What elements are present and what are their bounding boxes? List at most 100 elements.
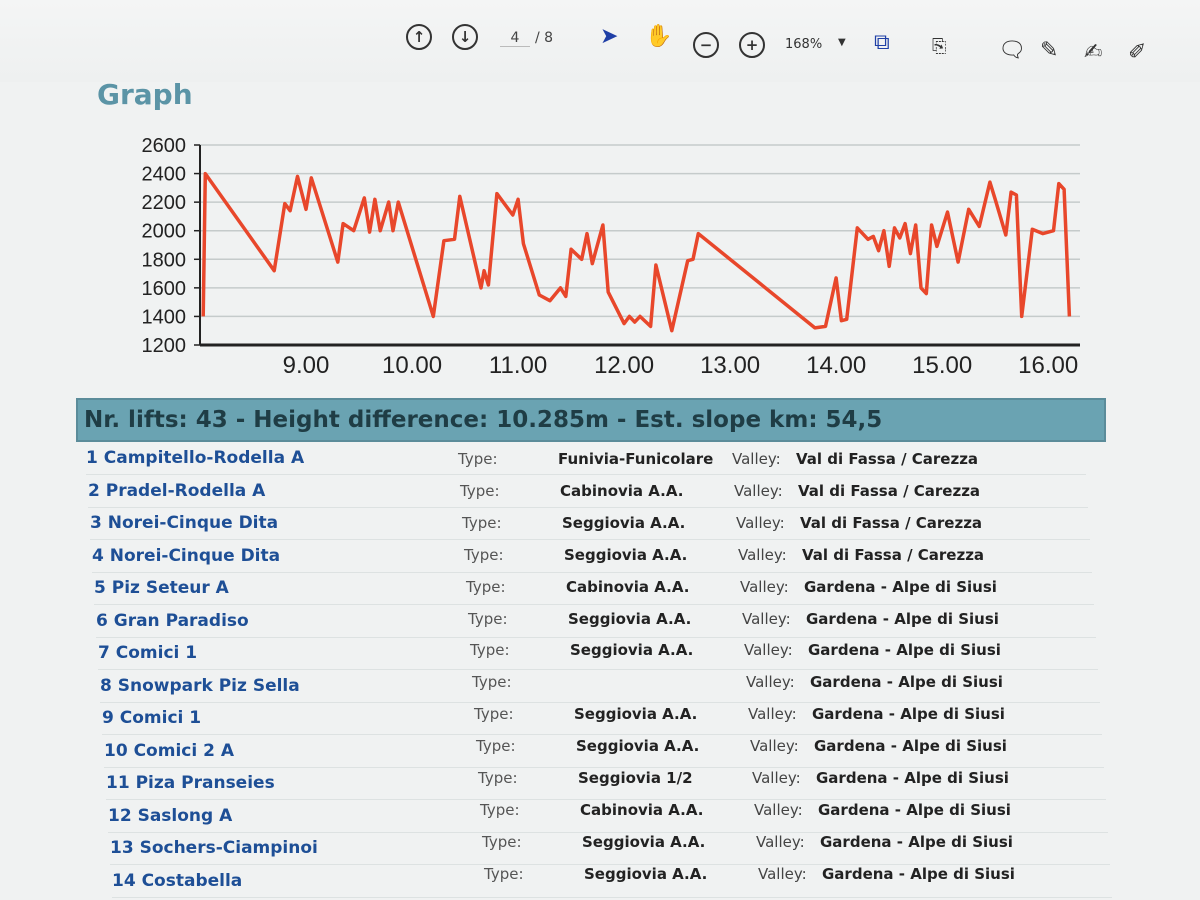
type-label: Type:	[480, 800, 520, 819]
type-value: Cabinovia A.A.	[560, 481, 684, 500]
elevation-line	[201, 171, 1072, 333]
type-value: Seggiovia A.A.	[584, 864, 708, 883]
lift-name-link[interactable]: 14 Costabella	[112, 870, 243, 891]
valley-value: Gardena - Alpe di Siusi	[816, 769, 1009, 787]
y-tick-label: 2000	[142, 221, 187, 243]
lift-name-link[interactable]: 10 Comici 2 A	[104, 740, 234, 761]
lift-row: 10 Comici 2 A Type: Seggiovia A.A. Valley: G…	[104, 737, 1104, 768]
lift-row: 1 Campitello-Rodella A Type: Funivia-Funic…	[86, 444, 1086, 475]
zoom-out-icon[interactable]: −	[693, 32, 719, 58]
x-tick-label: 16.00	[1018, 352, 1078, 379]
type-label: Type:	[478, 769, 518, 787]
lift-name-link[interactable]: 8 Snowpark Piz Sella	[100, 675, 300, 696]
valley-value: Gardena - Alpe di Siusi	[818, 800, 1011, 819]
type-value: Seggiovia 1/2	[578, 769, 693, 787]
lift-name-link[interactable]: 11 Piza Pranseies	[106, 773, 275, 793]
type-label: Type:	[474, 705, 514, 724]
type-label: Type:	[470, 641, 510, 660]
type-value: Seggiovia A.A.	[562, 513, 686, 532]
valley-label: Valley:	[734, 481, 783, 500]
page-down-icon[interactable]: ↓	[452, 24, 478, 50]
elevation-chart: 2600 2400 2200 2000 1800 1600 1400 1200 9.00 10.0…	[142, 135, 1080, 379]
valley-value: Gardena - Alpe di Siusi	[810, 673, 1003, 692]
valley-value: Gardena - Alpe di Siusi	[814, 737, 1007, 756]
lift-name-link[interactable]: 6 Gran Paradiso	[96, 610, 249, 631]
lift-row: 9 Comici 1 Type: Seggiovia A.A. Valley: Gard…	[102, 704, 1102, 735]
valley-label: Valley:	[744, 641, 793, 660]
lift-row: 14 Costabella Type: Seggiovia A.A. Valley: G…	[112, 864, 1112, 898]
select-tool-icon[interactable]: ➤	[600, 24, 619, 49]
lift-row: 13 Sochers-Ciampinoi Type: Seggiovia A.A. V…	[110, 832, 1110, 865]
comment-icon[interactable]: 🗨	[998, 38, 1026, 63]
valley-label: Valley:	[750, 737, 799, 756]
zoom-in-icon[interactable]: +	[739, 32, 765, 58]
lift-name-link[interactable]: 9 Comici 1	[102, 708, 202, 728]
valley-value: Gardena - Alpe di Siusi	[822, 864, 1015, 883]
y-tick-label: 1200	[142, 335, 187, 357]
valley-value: Val di Fassa / Carezza	[800, 513, 983, 532]
type-value: Seggiovia A.A.	[568, 609, 692, 628]
valley-label: Valley:	[736, 513, 785, 532]
valley-label: Valley:	[752, 769, 801, 787]
lift-name-link[interactable]: 12 Saslong A	[108, 805, 233, 826]
y-tick-label: 1400	[142, 306, 187, 328]
lift-row: 5 Piz Seteur A Type: Cabinovia A.A. Valley:…	[94, 574, 1094, 605]
valley-label: Valley:	[740, 577, 789, 596]
type-value: Seggiovia A.A.	[576, 737, 700, 756]
page-number-input[interactable]: 4	[500, 30, 530, 47]
valley-value: Gardena - Alpe di Siusi	[804, 577, 997, 596]
type-label: Type:	[462, 513, 502, 532]
lift-row: 11 Piza Pranseies Type: Seggiovia 1/2 Valle…	[106, 769, 1106, 800]
zoom-level[interactable]: 168%	[785, 37, 823, 52]
x-tick-label: 14.00	[806, 352, 866, 379]
valley-value: Val di Fassa / Carezza	[796, 450, 979, 468]
lift-name-link[interactable]: 4 Norei-Cinque Dita	[92, 545, 281, 566]
valley-label: Valley:	[746, 673, 795, 692]
lift-name-link[interactable]: 13 Sochers-Ciampinoi	[110, 838, 318, 858]
lift-row: 12 Saslong A Type: Cabinovia A.A. Valley: Ga…	[108, 800, 1108, 833]
type-value: Seggiovia A.A.	[570, 641, 694, 660]
draw-icon[interactable]: ✍	[1084, 40, 1103, 65]
lift-row: 8 Snowpark Piz Sella Type: Valley: Gardena …	[100, 672, 1100, 703]
lift-name-link[interactable]: 1 Campitello-Rodella A	[86, 448, 305, 468]
lift-row: 6 Gran Paradiso Type: Seggiovia A.A. Valley…	[96, 607, 1096, 638]
type-label: Type:	[460, 481, 500, 500]
highlight-pen-icon[interactable]: ✎	[1040, 38, 1059, 63]
valley-label: Valley:	[742, 609, 791, 628]
zoom-dropdown-icon[interactable]: ▼	[838, 37, 846, 48]
x-tick-label: 12.00	[594, 352, 654, 379]
type-value: Cabinovia A.A.	[580, 800, 704, 819]
lift-row: 3 Norei-Cinque Dita Type: Seggiovia A.A. Va…	[90, 509, 1090, 540]
type-label: Type:	[484, 864, 524, 883]
y-tick-label: 2400	[142, 164, 187, 186]
x-tick-label: 10.00	[382, 352, 442, 379]
type-label: Type:	[466, 577, 506, 596]
x-tick-label: 9.00	[283, 352, 330, 379]
hand-tool-icon[interactable]: ✋	[645, 24, 673, 49]
valley-value: Val di Fassa / Carezza	[802, 545, 985, 564]
valley-value: Gardena - Alpe di Siusi	[820, 832, 1013, 851]
valley-label: Valley:	[732, 450, 781, 468]
page-total: / 8	[535, 30, 554, 46]
type-value: Cabinovia A.A.	[566, 577, 690, 596]
page-fit-icon[interactable]: ⧉	[874, 30, 890, 55]
edit-text-icon[interactable]: ✐	[1128, 40, 1147, 65]
lift-name-link[interactable]: 2 Pradel-Rodella A	[88, 480, 266, 501]
valley-value: Gardena - Alpe di Siusi	[806, 609, 999, 628]
lift-name-link[interactable]: 3 Norei-Cinque Dita	[90, 513, 279, 533]
valley-label: Valley:	[756, 832, 805, 851]
y-tick-label: 2200	[142, 192, 187, 214]
valley-value: Val di Fassa / Carezza	[798, 481, 981, 500]
pdf-toolbar: ↑ ↓ 4 / 8 ➤ ✋ − + 168% ▼ ⧉ ⎘ 🗨 ✎ ✍ ✐	[0, 0, 1200, 82]
type-label: Type:	[476, 737, 516, 756]
y-tick-label: 1800	[142, 249, 187, 271]
lift-name-link[interactable]: 5 Piz Seteur A	[94, 578, 229, 598]
lift-name-link[interactable]: 7 Comici 1	[98, 643, 198, 663]
x-tick-label: 11.00	[489, 352, 547, 379]
valley-label: Valley:	[748, 705, 797, 724]
type-value: Seggiovia A.A.	[574, 705, 698, 724]
x-tick-label: 15.00	[912, 352, 972, 379]
page-up-icon[interactable]: ↑	[406, 24, 432, 50]
scroll-mode-icon[interactable]: ⎘	[932, 36, 947, 57]
valley-value: Gardena - Alpe di Siusi	[812, 705, 1005, 724]
